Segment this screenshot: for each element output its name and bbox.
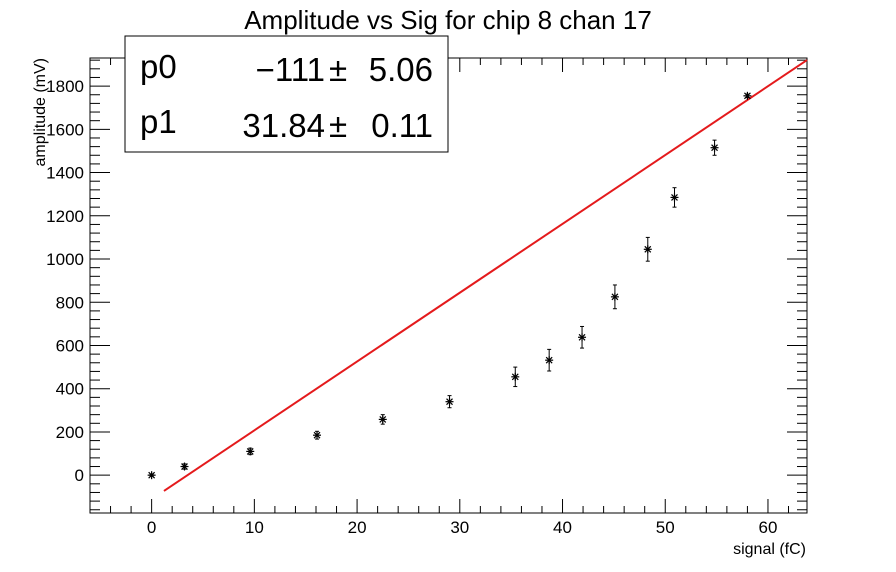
x-tick-label: 30 xyxy=(450,518,469,537)
marker-stroke xyxy=(148,471,156,479)
marker-stroke xyxy=(313,431,321,439)
stats-p0-name: p0 xyxy=(140,48,177,85)
stats-box: p0 −111 ± 5.06 p1 31.84 ± 0.11 xyxy=(124,35,449,153)
y-axis-ticks: 0 200 400 600 800 1000 1200 1400 1600 1800 xyxy=(46,59,807,511)
marker-stroke xyxy=(181,463,188,470)
data-points-layer xyxy=(147,91,752,480)
data-point xyxy=(378,414,387,425)
x-axis-label: signal (fC) xyxy=(733,541,806,558)
marker-stroke xyxy=(611,293,619,301)
marker-stroke xyxy=(578,333,586,341)
stats-box-frame xyxy=(124,35,449,153)
marker-stroke xyxy=(246,447,254,455)
marker-stroke xyxy=(446,398,453,406)
y-axis-label: amplitude (mV) xyxy=(32,58,49,166)
y-tick-label: 400 xyxy=(56,380,84,399)
data-point xyxy=(445,395,454,409)
data-point xyxy=(743,91,752,100)
x-tick-label: 40 xyxy=(553,518,572,537)
y-tick-label: 1200 xyxy=(46,207,84,226)
data-point xyxy=(710,139,719,156)
y-tick-label: 1600 xyxy=(46,120,84,139)
data-point xyxy=(643,236,652,262)
stats-p0-error: 5.06 xyxy=(369,51,433,88)
data-point xyxy=(578,325,587,349)
y-tick-label: 1400 xyxy=(46,164,84,183)
stats-p1-value: 31.84 xyxy=(242,107,325,144)
data-point xyxy=(545,348,554,372)
data-point xyxy=(670,187,679,208)
fit-line xyxy=(163,59,808,492)
data-point xyxy=(147,471,156,480)
stats-p1-name: p1 xyxy=(140,103,177,140)
marker-stroke xyxy=(545,356,553,364)
stats-p0-pm: ± xyxy=(329,51,347,88)
marker-stroke xyxy=(671,193,678,201)
marker-stroke xyxy=(379,415,387,423)
marker-stroke xyxy=(711,144,718,152)
data-point xyxy=(610,284,619,310)
y-tick-label: 200 xyxy=(56,423,84,442)
x-tick-label: 20 xyxy=(348,518,367,537)
x-tick-label: 50 xyxy=(656,518,675,537)
x-tick-label: 60 xyxy=(759,518,778,537)
x-tick-label: 10 xyxy=(245,518,264,537)
stats-p1-pm: ± xyxy=(329,107,347,144)
data-point xyxy=(180,462,189,471)
stats-p0-value: −111 xyxy=(256,51,325,88)
fit-line-layer xyxy=(163,59,808,492)
data-point xyxy=(511,366,520,388)
data-point xyxy=(246,447,255,456)
y-tick-label: 1800 xyxy=(46,77,84,96)
data-point xyxy=(313,430,322,440)
x-tick-label: 0 xyxy=(147,518,156,537)
y-tick-label: 1000 xyxy=(46,250,84,269)
marker-stroke xyxy=(644,245,652,253)
marker-stroke xyxy=(743,92,751,100)
y-tick-label: 600 xyxy=(56,336,84,355)
stats-p1-error: 0.11 xyxy=(371,107,433,144)
y-tick-label: 0 xyxy=(75,466,84,485)
marker-stroke xyxy=(511,373,519,381)
chart-title: Amplitude vs Sig for chip 8 chan 17 xyxy=(244,5,652,35)
y-tick-label: 800 xyxy=(56,293,84,312)
